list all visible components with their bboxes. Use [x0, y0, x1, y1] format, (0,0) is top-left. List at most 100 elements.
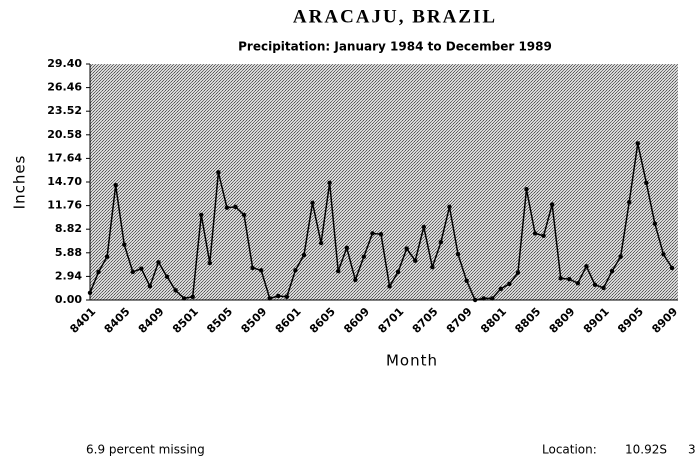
x-tick-label: 8609: [341, 305, 372, 336]
data-point: [301, 252, 307, 258]
data-point: [438, 240, 444, 245]
location-value: 10.92S: [625, 443, 667, 457]
data-point: [635, 141, 640, 146]
data-point: [584, 264, 589, 269]
data-point: [413, 258, 418, 263]
data-point: [318, 240, 324, 246]
data-point: [344, 245, 349, 251]
x-tick-label: 8601: [273, 305, 304, 336]
y-tick-label: 2.94: [55, 269, 82, 282]
x-tick-label: 8705: [410, 305, 441, 336]
y-tick-label: 5.88: [55, 246, 82, 259]
data-point: [618, 254, 623, 259]
data-point: [173, 288, 178, 293]
data-point: [447, 204, 452, 210]
y-tick-label: 29.40: [47, 57, 82, 70]
data-point: [233, 204, 238, 210]
data-point: [361, 254, 367, 259]
x-tick-label: 8509: [239, 305, 270, 336]
x-tick-label: 8405: [102, 305, 133, 336]
x-tick-label: 8409: [136, 305, 167, 336]
location-value-cut: 3: [688, 443, 696, 457]
x-tick-label: 8901: [581, 305, 612, 336]
data-point: [558, 276, 563, 281]
data-point: [524, 187, 529, 192]
data-point: [472, 297, 478, 303]
data-point: [532, 231, 538, 236]
data-point: [96, 269, 101, 275]
y-tick-label: 14.70: [47, 175, 82, 188]
data-point: [575, 280, 581, 286]
x-tick-label: 8801: [478, 305, 509, 336]
data-point: [327, 180, 332, 186]
data-point: [199, 212, 204, 218]
x-tick-label: 8905: [615, 305, 646, 336]
y-tick-label: 26.46: [47, 81, 82, 94]
data-point: [395, 269, 401, 275]
data-point: [455, 252, 461, 257]
data-point: [387, 284, 392, 289]
data-point: [130, 269, 135, 275]
y-tick-label: 0.00: [55, 293, 82, 306]
y-tick-label: 23.52: [47, 104, 82, 117]
data-point: [250, 265, 255, 271]
data-point: [156, 260, 161, 265]
data-point: [481, 296, 486, 301]
data-point: [652, 221, 658, 226]
data-point: [430, 264, 435, 270]
data-point: [284, 294, 290, 299]
y-tick-label: 11.76: [47, 199, 82, 212]
data-point: [164, 274, 170, 279]
data-point: [601, 285, 606, 291]
data-point: [490, 296, 495, 301]
data-point: [139, 266, 144, 271]
x-tick-label: 8401: [67, 305, 98, 336]
data-point: [609, 268, 615, 274]
data-point: [644, 180, 649, 186]
data-point: [404, 246, 409, 251]
data-point: [104, 254, 110, 259]
data-point: [216, 170, 221, 175]
x-tick-label: 8605: [307, 305, 338, 336]
data-point: [87, 290, 93, 295]
data-point: [627, 199, 632, 205]
data-point: [515, 270, 521, 275]
data-point: [207, 260, 213, 266]
y-tick-label: 17.64: [47, 151, 82, 164]
data-point: [498, 286, 504, 291]
x-tick-label: 8701: [376, 305, 407, 336]
data-point: [258, 268, 264, 273]
y-tick-label: 8.82: [55, 222, 82, 235]
y-tick-label: 20.58: [47, 128, 82, 141]
data-point: [353, 277, 358, 283]
data-point: [507, 281, 512, 287]
data-point: [224, 205, 230, 210]
x-tick-label: 8805: [512, 305, 543, 336]
location-label: Location:: [542, 443, 597, 457]
data-point: [370, 231, 375, 236]
chart-subtitle: Precipitation: January 1984 to December …: [238, 40, 552, 54]
data-point: [310, 200, 315, 206]
data-point: [336, 268, 341, 274]
data-point: [592, 282, 598, 287]
data-point: [241, 212, 247, 218]
data-point: [421, 224, 426, 230]
x-tick-label: 8809: [547, 305, 578, 336]
data-point: [293, 268, 298, 273]
x-tick-label: 8909: [649, 305, 680, 336]
data-point: [122, 242, 127, 247]
data-point: [567, 276, 572, 282]
data-point: [669, 265, 675, 271]
x-axis-label: Month: [386, 352, 438, 370]
chart-title: ARACAJU, BRAZIL: [293, 6, 497, 27]
data-point: [113, 183, 118, 188]
data-point: [464, 278, 469, 283]
plot-area: [90, 64, 678, 300]
data-point: [147, 284, 153, 289]
x-tick-label: 8501: [170, 305, 201, 336]
data-point: [549, 202, 555, 207]
x-tick-label: 8709: [444, 305, 475, 336]
missing-note: 6.9 percent missing: [86, 443, 205, 457]
data-point: [276, 293, 281, 299]
